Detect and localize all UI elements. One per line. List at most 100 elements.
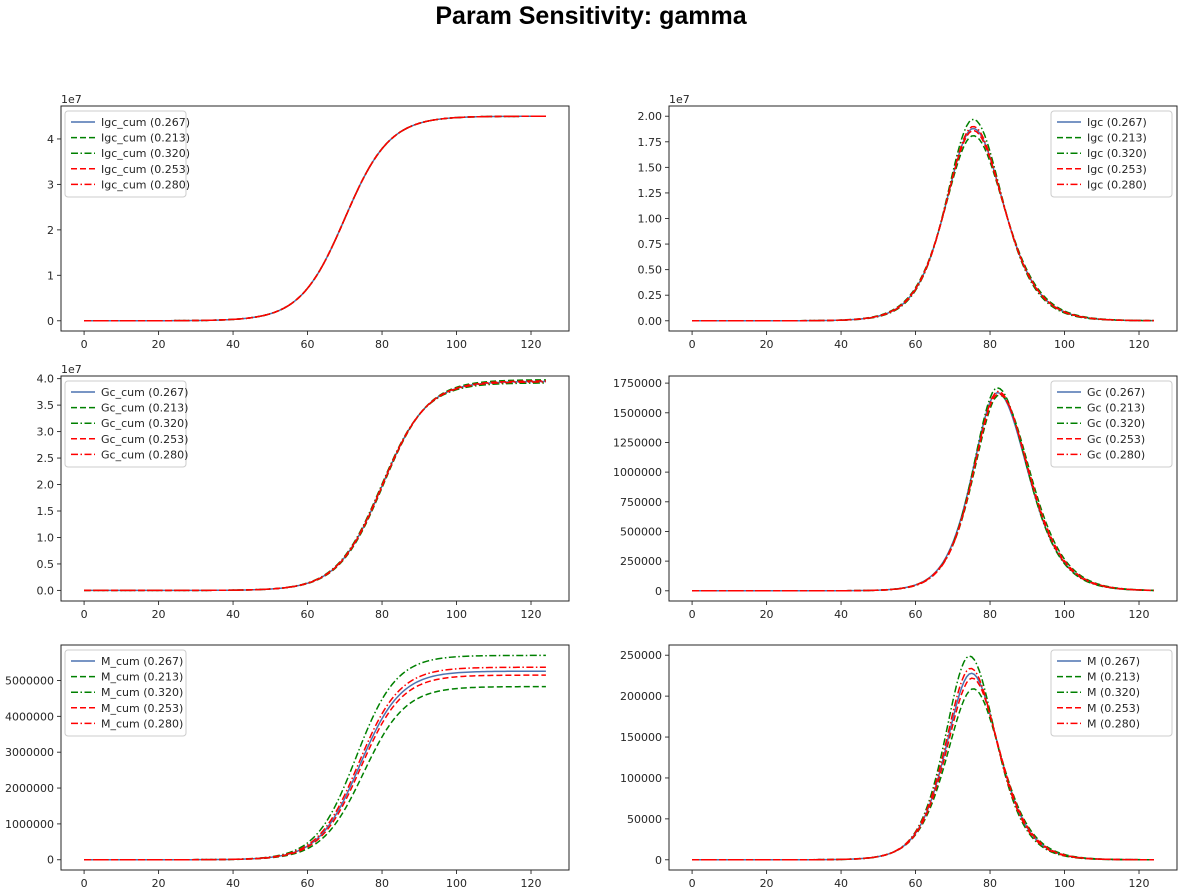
y-tick-label: 2.5 (37, 452, 55, 465)
x-tick-label: 40 (834, 877, 848, 890)
series-line (692, 667, 1154, 861)
series-line (84, 380, 546, 592)
x-tick-label: 40 (226, 338, 240, 351)
series-line (84, 674, 546, 861)
subplot-3: 0 20 40 60 80 100 120 0.0 0.5 1.0 1.5 2.0 2.5 3.0 3.5 4… (37, 363, 570, 621)
axis-offset-label: 1e7 (61, 93, 82, 106)
plot-frame (60, 105, 570, 332)
y-tick-label: 1000000 (5, 818, 54, 831)
legend-label: M (0.253) (1087, 702, 1140, 715)
legend-label: Gc_cum (0.253) (101, 433, 188, 446)
legend-label: Gc_cum (0.267) (101, 386, 188, 399)
legend-label: Igc (0.253) (1087, 163, 1147, 176)
x-tick-label: 80 (375, 338, 389, 351)
figure-title: Param Sensitivity: gamma (435, 2, 747, 30)
legend: Igc (0.267) Igc (0.213) Igc (0.320) Igc (0.… (1050, 110, 1173, 198)
x-tick-label: 40 (226, 877, 240, 890)
y-tick-label: 500000 (620, 525, 662, 538)
y-tick-label: 100000 (620, 772, 662, 785)
x-tick-label: 120 (1129, 338, 1150, 351)
legend-label: M (0.213) (1087, 671, 1140, 684)
y-tick-label: 0 (655, 585, 662, 598)
x-tick-label: 100 (446, 338, 467, 351)
y-tick-label: 0.5 (37, 558, 55, 571)
legend-label: Igc_cum (0.213) (101, 132, 190, 145)
legend-box (1050, 649, 1173, 737)
y-tick-label: 4.0 (37, 373, 55, 386)
legend-label: Igc_cum (0.253) (101, 163, 190, 176)
x-tick-label: 120 (521, 608, 542, 621)
y-tick-label: 2000000 (5, 782, 54, 795)
y-tick-label: 1.75 (638, 136, 663, 149)
plot-frame (668, 375, 1178, 602)
x-tick-label: 20 (760, 877, 774, 890)
legend-box (1050, 380, 1173, 468)
legend-label: Gc (0.280) (1087, 448, 1145, 461)
y-tick-label: 0.25 (638, 289, 663, 302)
y-tick-label: 200000 (620, 690, 662, 703)
legend-label: Gc_cum (0.213) (101, 402, 188, 415)
series-line (84, 654, 546, 861)
y-tick-label: 3000000 (5, 746, 54, 759)
y-tick-label: 1.00 (638, 213, 663, 226)
y-tick-label: 1.0 (37, 531, 55, 544)
legend: Gc (0.267) Gc (0.213) Gc (0.320) Gc (0.253)… (1050, 380, 1173, 468)
legend-label: Gc (0.213) (1087, 402, 1145, 415)
x-tick-label: 100 (1054, 877, 1075, 890)
axis-offset-label: 1e7 (669, 93, 690, 106)
y-tick-label: 1250000 (613, 436, 662, 449)
plot-frame (668, 105, 1178, 332)
y-tick-label: 0.75 (638, 238, 663, 251)
x-tick-label: 0 (689, 608, 696, 621)
subplot-5: 0 20 40 60 80 100 120 0 1000000 2000000 3000000 400… (5, 644, 570, 890)
legend: Igc_cum (0.267) Igc_cum (0.213) Igc_cum (0… (64, 110, 190, 198)
legend-label: M_cum (0.213) (101, 671, 183, 684)
series-line (692, 677, 1154, 861)
legend-label: M_cum (0.320) (101, 686, 183, 699)
x-tick-label: 0 (81, 877, 88, 890)
legend-label: M (0.267) (1087, 655, 1140, 668)
legend-label: Igc_cum (0.267) (101, 116, 190, 129)
y-tick-label: 250000 (620, 555, 662, 568)
legend-box (1050, 110, 1173, 198)
x-tick-label: 60 (909, 338, 923, 351)
axis-offset-label: 1e7 (61, 363, 82, 376)
y-tick-label: 1000000 (613, 466, 662, 479)
y-tick-label: 3.5 (37, 399, 55, 412)
x-tick-label: 20 (152, 338, 166, 351)
y-tick-label: 1750000 (613, 377, 662, 390)
series-line (692, 390, 1154, 592)
x-tick-label: 100 (446, 877, 467, 890)
plot-frame (60, 375, 570, 602)
x-tick-label: 80 (983, 877, 997, 890)
y-tick-label: 3.0 (37, 426, 55, 439)
y-tick-label: 0 (47, 854, 54, 867)
x-tick-label: 80 (375, 877, 389, 890)
y-tick-label: 0.00 (638, 315, 663, 328)
y-tick-label: 0 (47, 315, 54, 328)
legend-label: M (0.280) (1087, 717, 1140, 730)
subplot-6: 0 20 40 60 80 100 120 0 50000 100000 150000 200000 2… (620, 644, 1178, 890)
subplot-2: 0 20 40 60 80 100 120 0.00 0.25 0.50 0.75 1.00 1.25 1… (638, 93, 1178, 351)
series-line (692, 393, 1154, 592)
x-tick-label: 60 (301, 338, 315, 351)
legend-label: Igc (0.280) (1087, 178, 1147, 191)
x-tick-label: 100 (446, 608, 467, 621)
y-tick-label: 1 (47, 269, 54, 282)
x-tick-label: 80 (375, 608, 389, 621)
x-tick-label: 120 (521, 338, 542, 351)
subplot-4: 0 20 40 60 80 100 120 0 250000 500000 750000 100000… (613, 375, 1178, 621)
series-line (692, 125, 1154, 322)
y-tick-label: 1.50 (638, 161, 663, 174)
x-tick-label: 0 (689, 338, 696, 351)
y-tick-label: 1500000 (613, 407, 662, 420)
x-tick-label: 20 (152, 608, 166, 621)
x-tick-label: 120 (1129, 877, 1150, 890)
legend-label: Igc_cum (0.320) (101, 147, 190, 160)
x-tick-label: 120 (521, 877, 542, 890)
series-line (84, 381, 546, 592)
x-tick-label: 20 (152, 877, 166, 890)
x-tick-label: 60 (301, 608, 315, 621)
